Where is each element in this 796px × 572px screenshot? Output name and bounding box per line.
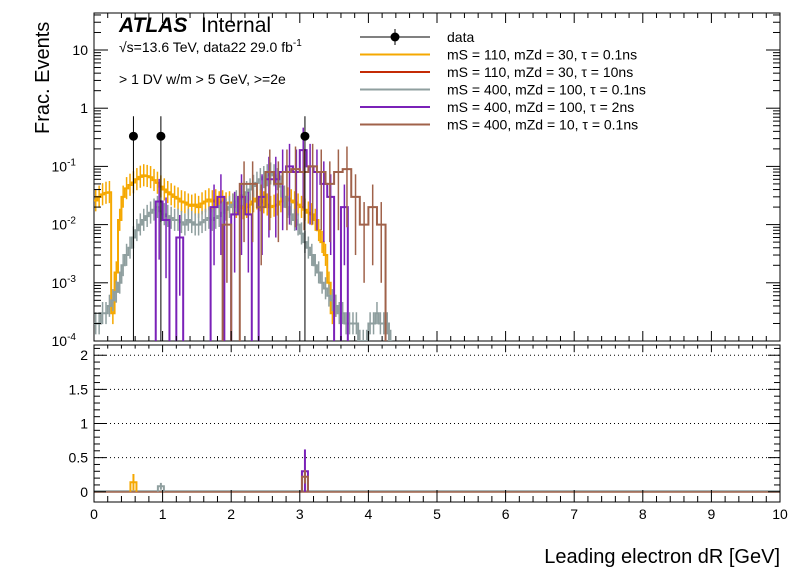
main-axes: 10 1 10-1 10-2 10-3 10-4	[52, 13, 781, 349]
series-4	[221, 143, 387, 341]
x-tick-label: 1	[159, 506, 167, 522]
ratio-y-tick-label: 2	[80, 347, 88, 363]
main-panel-frame	[93, 12, 781, 342]
data-point	[156, 131, 166, 141]
main-plot-area	[94, 116, 393, 341]
series-line-3	[154, 149, 349, 341]
ratio-y-tick-label: 1	[80, 416, 88, 432]
ratio-point	[156, 485, 165, 492]
x-tick-label: 0	[90, 506, 98, 522]
selection-text: > 1 DV w/m > 5 GeV, >=2e	[119, 71, 286, 87]
x-tick-label: 10	[772, 506, 788, 522]
legend-label: mS = 400, mZd = 100, τ = 2ns	[447, 99, 634, 115]
x-tick-label: 8	[639, 506, 647, 522]
legend-marker-dot	[390, 32, 400, 42]
y-tick-label: 10	[72, 42, 88, 58]
y-tick-label: 10-3	[52, 274, 77, 291]
ratio-plot-area	[94, 354, 780, 493]
y-tick-label: 10-2	[52, 216, 77, 233]
x-tick-label: 9	[708, 506, 716, 522]
legend-entry-1: mS = 110, mZd = 30, τ = 10ns	[360, 64, 633, 80]
y-tick-label: 10-4	[52, 332, 77, 349]
atlas-internal-label: Internal	[201, 14, 271, 37]
x-tick-label: 7	[570, 506, 578, 522]
y-tick-label: 10-1	[52, 157, 77, 174]
ratio-point	[300, 475, 309, 492]
atlas-label: ATLAS	[118, 14, 187, 37]
series-3	[154, 127, 349, 341]
x-tick-label: 4	[365, 506, 373, 522]
legend-entry-0: mS = 110, mZd = 30, τ = 0.1ns	[360, 47, 637, 63]
x-tick-label: 2	[227, 506, 235, 522]
x-tick-label: 3	[296, 506, 304, 522]
y-axis-label: Frac. Events	[32, 22, 54, 134]
series-line-4	[221, 165, 387, 341]
ratio-point	[129, 481, 138, 492]
legend-entry-3: mS = 400, mZd = 100, τ = 2ns	[360, 99, 634, 115]
legend-label: mS = 400, mZd = 100, τ = 0.1ns	[447, 82, 646, 98]
x-tick-label: 6	[502, 506, 510, 522]
ratio-y-tick-label: 0.5	[69, 450, 89, 466]
legend-label-data: data	[447, 29, 474, 45]
ratio-y-tick-label: 1.5	[69, 381, 89, 397]
ratio-y-tick-label: 0	[80, 484, 88, 500]
data-point	[128, 131, 138, 141]
legend-entry-2: mS = 400, mZd = 100, τ = 0.1ns	[360, 82, 646, 98]
energy-lumi-text: √s=13.6 TeV, data22 29.0 fb-1	[119, 38, 302, 55]
legend-label: mS = 110, mZd = 30, τ = 0.1ns	[447, 47, 637, 63]
legend-label: mS = 110, mZd = 30, τ = 10ns	[447, 64, 633, 80]
legend-entry-data: data	[360, 29, 474, 45]
data-point	[300, 131, 310, 141]
legend-label: mS = 400, mZd = 10, τ = 0.1ns	[447, 117, 638, 133]
legend-entry-4: mS = 400, mZd = 10, τ = 0.1ns	[360, 117, 638, 133]
y-tick-label: 1	[80, 100, 88, 116]
x-tick-label: 5	[433, 506, 441, 522]
ratio-panel-frame	[93, 344, 781, 503]
ratio-axes: 0 0.5 1 1.5 2 0 1 2 3 4 5 6 7 8 9 10	[69, 345, 788, 522]
x-axis-label: Leading electron dR [GeV]	[544, 546, 780, 568]
